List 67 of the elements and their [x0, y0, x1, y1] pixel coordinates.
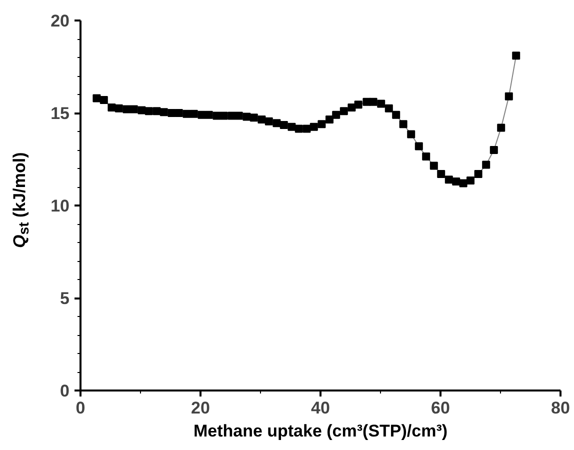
point [168, 109, 176, 117]
point [122, 105, 131, 114]
point [258, 115, 266, 124]
point [504, 92, 513, 100]
point [318, 120, 326, 128]
point [369, 98, 378, 106]
x-tick-label: 80 [551, 398, 570, 418]
point [130, 105, 138, 114]
point [414, 142, 423, 150]
point [459, 179, 468, 188]
point [326, 115, 334, 124]
point [354, 100, 362, 109]
point [437, 170, 446, 178]
point [497, 124, 506, 132]
point [302, 124, 311, 133]
y-tick-label: 15 [50, 104, 70, 123]
point [160, 108, 168, 116]
point [474, 170, 482, 178]
point [384, 104, 393, 112]
point [144, 107, 153, 116]
y-tick-label: 0 [60, 382, 70, 400]
y-tick-label: 5 [60, 289, 70, 308]
point [100, 96, 108, 104]
point [340, 107, 348, 116]
point [190, 110, 198, 118]
point [452, 177, 460, 186]
point [490, 146, 498, 154]
x-axis-title: Methane uptake (cm³(STP)/cm³) [193, 422, 448, 440]
point [392, 110, 400, 119]
point [108, 103, 116, 112]
x-tick-label: 0 [76, 398, 86, 418]
point [92, 94, 101, 102]
point [250, 114, 258, 122]
point [280, 121, 288, 130]
point [407, 130, 416, 138]
point [272, 119, 281, 128]
point [152, 107, 161, 116]
x-tick-label: 60 [431, 398, 450, 418]
x-tick-label: 20 [191, 398, 210, 418]
point [242, 112, 251, 121]
point [264, 117, 273, 126]
point [466, 176, 474, 185]
point [377, 100, 386, 108]
x-tick-label: 40 [311, 398, 330, 418]
point [422, 152, 430, 160]
point [310, 122, 318, 131]
point [198, 110, 206, 119]
point [444, 176, 453, 184]
point [482, 160, 490, 169]
y-tick-label: 20 [50, 12, 70, 30]
y-tick-label: 10 [50, 196, 70, 216]
point [234, 112, 243, 120]
point [348, 103, 356, 112]
point [228, 112, 236, 120]
point [399, 120, 408, 128]
point [430, 162, 438, 170]
point [182, 110, 191, 118]
point [220, 112, 228, 120]
point [294, 124, 303, 133]
point [512, 52, 520, 60]
point [212, 112, 221, 120]
point [174, 109, 183, 117]
point [114, 104, 123, 112]
point [138, 106, 146, 114]
point [332, 110, 340, 119]
point [288, 122, 296, 131]
point [204, 110, 213, 119]
